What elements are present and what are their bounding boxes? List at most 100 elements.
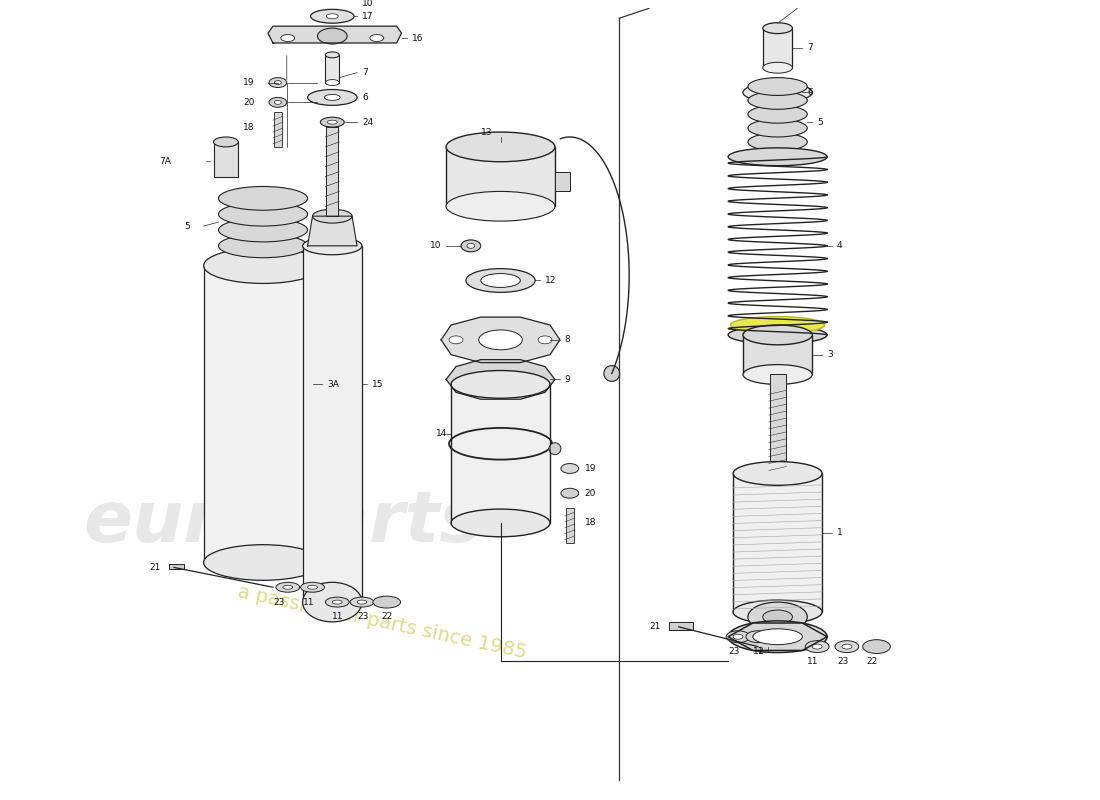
Text: 23: 23 [728, 647, 739, 656]
Text: 1: 1 [837, 528, 843, 538]
Bar [327, 127, 338, 216]
Ellipse shape [466, 243, 475, 248]
Text: 14: 14 [437, 430, 448, 438]
Text: 15: 15 [372, 380, 384, 389]
Bar [733, 474, 822, 612]
Ellipse shape [466, 269, 536, 292]
Text: 3A: 3A [328, 380, 339, 389]
Ellipse shape [762, 610, 792, 624]
Ellipse shape [219, 234, 308, 258]
Ellipse shape [302, 237, 362, 254]
Bar [169, 565, 184, 570]
Text: 21: 21 [150, 563, 161, 572]
Ellipse shape [213, 137, 239, 147]
Ellipse shape [835, 641, 859, 653]
Text: 3: 3 [827, 350, 833, 359]
Bar [213, 142, 239, 177]
Bar [451, 384, 550, 523]
Text: 10: 10 [362, 0, 374, 8]
Text: 16: 16 [411, 34, 424, 42]
Polygon shape [447, 360, 554, 399]
Bar [762, 28, 792, 68]
Ellipse shape [324, 94, 340, 100]
Ellipse shape [481, 274, 520, 287]
Ellipse shape [270, 98, 287, 107]
Ellipse shape [302, 593, 362, 611]
Text: 12: 12 [546, 276, 557, 285]
Text: 21: 21 [649, 622, 660, 631]
Text: 23: 23 [273, 598, 284, 606]
Ellipse shape [726, 630, 750, 642]
Text: 11: 11 [807, 657, 818, 666]
Ellipse shape [219, 202, 308, 226]
Ellipse shape [748, 119, 807, 137]
Ellipse shape [312, 210, 352, 223]
Ellipse shape [310, 10, 354, 23]
Ellipse shape [748, 133, 807, 151]
Ellipse shape [549, 442, 561, 454]
Ellipse shape [308, 586, 318, 590]
Ellipse shape [730, 317, 825, 334]
Polygon shape [308, 216, 358, 246]
Ellipse shape [326, 52, 339, 58]
Ellipse shape [766, 89, 790, 97]
Ellipse shape [326, 79, 339, 86]
Bar [770, 374, 785, 474]
Text: 18: 18 [243, 122, 255, 131]
Ellipse shape [219, 218, 308, 242]
Ellipse shape [478, 330, 522, 350]
Text: 23: 23 [358, 613, 368, 622]
Text: 7: 7 [807, 43, 813, 53]
Ellipse shape [370, 34, 384, 42]
Ellipse shape [742, 365, 812, 384]
Ellipse shape [274, 81, 282, 85]
Ellipse shape [328, 120, 338, 124]
Ellipse shape [733, 462, 822, 486]
Text: 24: 24 [362, 118, 373, 126]
Text: 9: 9 [564, 375, 571, 384]
Ellipse shape [283, 586, 293, 590]
Bar [669, 622, 693, 630]
Text: 2: 2 [758, 647, 763, 656]
Ellipse shape [449, 336, 463, 344]
Ellipse shape [742, 82, 812, 102]
Text: 7: 7 [362, 68, 367, 77]
Bar [565, 508, 574, 542]
Bar [326, 55, 339, 82]
Ellipse shape [762, 62, 792, 73]
Ellipse shape [733, 600, 822, 624]
Ellipse shape [862, 640, 890, 654]
Text: 11: 11 [332, 613, 344, 622]
Ellipse shape [748, 91, 807, 110]
Ellipse shape [728, 326, 827, 344]
Bar [302, 246, 362, 602]
Ellipse shape [733, 634, 742, 639]
Ellipse shape [332, 600, 342, 604]
Ellipse shape [461, 240, 481, 252]
Ellipse shape [728, 148, 827, 166]
Ellipse shape [451, 509, 550, 537]
Ellipse shape [748, 106, 807, 123]
Text: 22: 22 [382, 613, 393, 622]
Text: 11: 11 [302, 598, 315, 606]
Ellipse shape [276, 582, 299, 592]
Text: 19: 19 [243, 78, 255, 87]
Bar [204, 266, 322, 562]
Ellipse shape [746, 630, 770, 642]
Ellipse shape [350, 597, 374, 607]
Ellipse shape [373, 596, 400, 608]
Text: 18: 18 [584, 518, 596, 527]
Text: europarts: europarts [84, 489, 483, 558]
Ellipse shape [728, 621, 827, 653]
Ellipse shape [451, 370, 550, 398]
Ellipse shape [748, 602, 807, 632]
Text: 20: 20 [584, 489, 596, 498]
Text: 11: 11 [752, 647, 764, 656]
Ellipse shape [302, 582, 362, 622]
Ellipse shape [561, 463, 579, 474]
Ellipse shape [322, 0, 342, 7]
Ellipse shape [270, 78, 287, 87]
Polygon shape [728, 623, 827, 650]
Text: 5: 5 [817, 118, 823, 126]
Ellipse shape [308, 90, 358, 106]
